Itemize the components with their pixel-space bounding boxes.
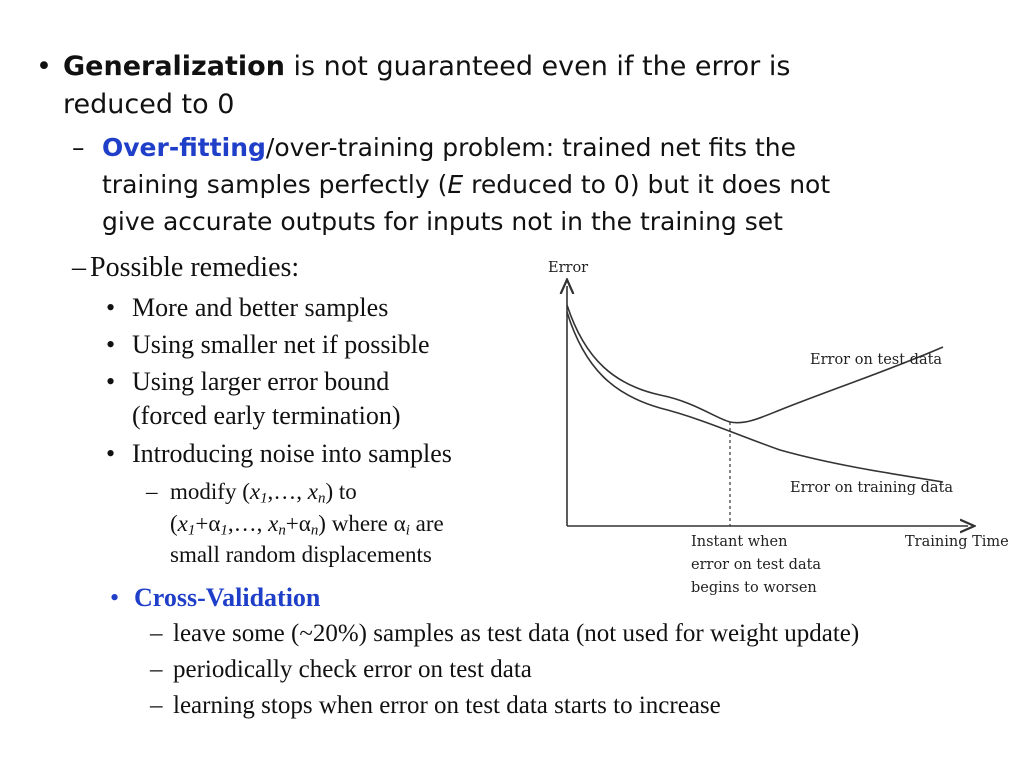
remedy-bullet: • <box>106 367 116 396</box>
overfitting-term: Over-fitting <box>102 133 266 162</box>
overfitting-line-3: give accurate outputs for inputs not in … <box>102 207 783 236</box>
noise-dash: – <box>146 479 158 504</box>
remedy-item: Introducing noise into samples <box>132 439 452 468</box>
cv-bullet: • <box>110 583 120 612</box>
cv-item: learning stops when error on test data s… <box>173 692 721 719</box>
subscript: n <box>310 522 319 539</box>
annotation-line: Instant when <box>691 534 787 550</box>
cv-dash: – <box>150 620 163 647</box>
series-label-training: Error on training data <box>790 480 953 496</box>
cv-title: Cross-Validation <box>134 583 321 612</box>
overfitting-line2-a: training samples perfectly ( <box>102 170 448 199</box>
x-axis-label: Training Time <box>905 534 1009 550</box>
var-x: x <box>268 511 279 536</box>
series-label-test: Error on test data <box>810 352 942 368</box>
y-axis-label: Error <box>548 260 588 276</box>
text-run: ,…, <box>267 479 308 504</box>
subscript: i <box>405 522 410 539</box>
overfitting-line-2: training samples perfectly (E reduced to… <box>102 167 830 203</box>
subscript: 1 <box>260 490 268 507</box>
annotation-line: begins to worsen <box>691 580 817 596</box>
remedies-title: Possible remedies: <box>90 252 300 283</box>
cv-dash: – <box>150 656 163 683</box>
generalization-term: Generalization <box>63 51 285 82</box>
remedy-item: Using larger error bound <box>132 367 390 396</box>
overfitting-line2-b: reduced to 0) but it does not <box>463 170 831 199</box>
remedy-item-continued: (forced early termination) <box>132 401 401 430</box>
bullet-dot: • <box>36 51 52 82</box>
remedy-bullet: • <box>106 293 116 322</box>
bullet-generalization: • <box>36 48 52 86</box>
var-x: x <box>177 511 188 536</box>
generalization-line-2: reduced to 0 <box>63 89 235 120</box>
text-run: +α <box>195 511 221 536</box>
remedy-item: Using smaller net if possible <box>132 330 430 359</box>
text-run: ) to <box>325 479 357 504</box>
text-run: ) where α <box>318 511 406 536</box>
noise-line-1: modify (x1,…, xn) to <box>170 477 357 514</box>
text-run: are <box>409 511 444 536</box>
overfitting-chart: Error Error on test data Error on traini… <box>548 260 1009 596</box>
var-x: x <box>307 479 319 504</box>
generalization-text: is not guaranteed even if the error is <box>284 51 791 82</box>
overfitting-line-1: Over-fitting/over-training problem: trai… <box>102 130 796 166</box>
text-run: ( <box>170 511 178 536</box>
text-run: ,…, <box>227 511 269 536</box>
remedies-dash: – <box>72 252 86 283</box>
generalization-line-1: Generalization is not guaranteed even if… <box>63 48 790 86</box>
cv-dash: – <box>150 692 163 719</box>
training-error-curve <box>566 311 944 483</box>
subscript: 1 <box>220 522 228 539</box>
subscript: n <box>318 490 326 507</box>
cv-item: periodically check error on test data <box>173 656 532 683</box>
subscript: 1 <box>187 522 196 539</box>
noise-line-2: (x1+α1,…, xn+αn) where αi are <box>170 509 444 546</box>
error-symbol: E <box>447 170 464 199</box>
noise-line-3: small random displacements <box>170 542 432 567</box>
cv-item: leave some (~20%) samples as test data (… <box>173 620 860 647</box>
overfitting-dash: – <box>72 133 85 162</box>
remedy-item: More and better samples <box>132 293 389 322</box>
remedy-bullet: • <box>106 330 116 359</box>
remedy-bullet: • <box>106 439 116 468</box>
text-run: modify ( <box>170 479 250 504</box>
annotation-line: error on test data <box>691 557 821 573</box>
overfitting-text: /over-training problem: trained net fits… <box>265 133 797 162</box>
subscript: n <box>278 522 286 539</box>
text-run: +α <box>285 511 311 536</box>
var-x: x <box>249 479 261 504</box>
